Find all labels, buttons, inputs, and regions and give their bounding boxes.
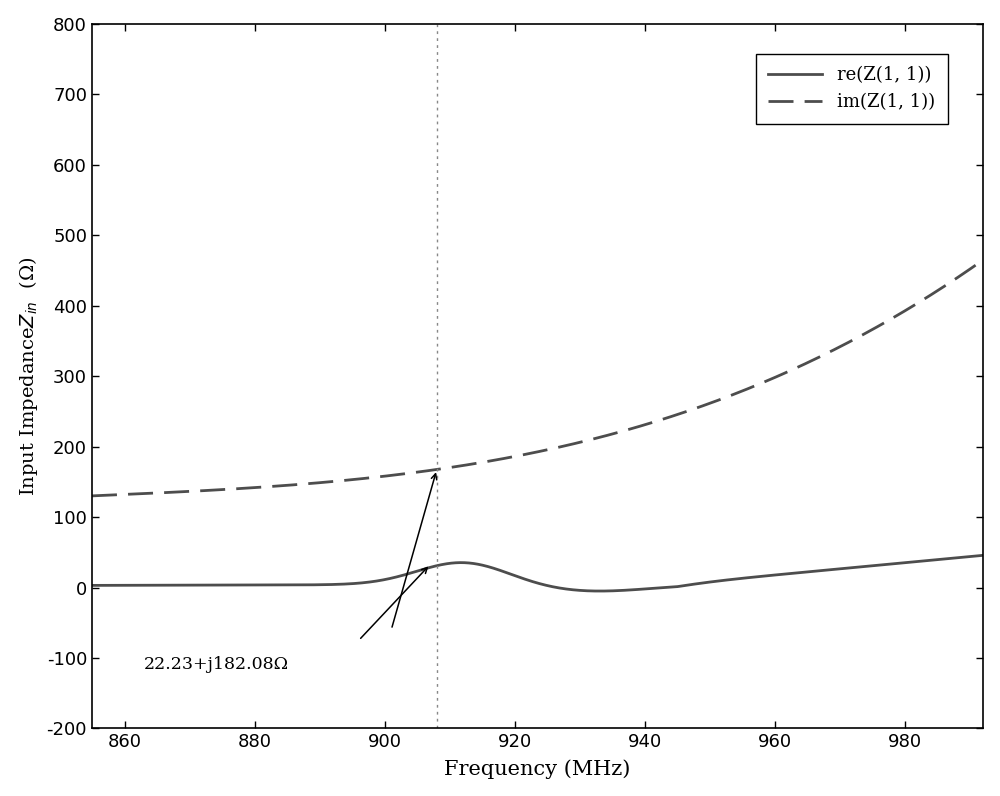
im(Z(1, 1)) bbox=[627, 423, 639, 433]
Text: 22.23+j182.08Ω: 22.23+j182.08Ω bbox=[144, 656, 289, 673]
re(Z(1, 1)) bbox=[594, 587, 606, 596]
re(Z(1, 1)) bbox=[628, 585, 640, 595]
re(Z(1, 1)) bbox=[855, 562, 867, 572]
im(Z(1, 1)) bbox=[654, 416, 666, 425]
re(Z(1, 1)) bbox=[977, 551, 989, 560]
im(Z(1, 1)) bbox=[977, 255, 989, 264]
im(Z(1, 1)) bbox=[854, 332, 866, 341]
Y-axis label: Input Impedance$Z_{in}$  (Ω): Input Impedance$Z_{in}$ (Ω) bbox=[17, 256, 40, 496]
im(Z(1, 1)) bbox=[604, 430, 616, 439]
im(Z(1, 1)) bbox=[762, 376, 774, 385]
re(Z(1, 1)) bbox=[655, 583, 667, 592]
re(Z(1, 1)) bbox=[86, 580, 98, 590]
Line: re(Z(1, 1)): re(Z(1, 1)) bbox=[92, 556, 983, 591]
Legend: re(Z(1, 1)), im(Z(1, 1)): re(Z(1, 1)), im(Z(1, 1)) bbox=[756, 54, 948, 124]
X-axis label: Frequency (MHz): Frequency (MHz) bbox=[444, 759, 631, 779]
re(Z(1, 1)) bbox=[141, 580, 153, 590]
re(Z(1, 1)) bbox=[605, 586, 617, 595]
im(Z(1, 1)) bbox=[86, 491, 98, 501]
Line: im(Z(1, 1)): im(Z(1, 1)) bbox=[92, 259, 983, 496]
re(Z(1, 1)) bbox=[763, 571, 775, 580]
im(Z(1, 1)) bbox=[141, 489, 153, 498]
